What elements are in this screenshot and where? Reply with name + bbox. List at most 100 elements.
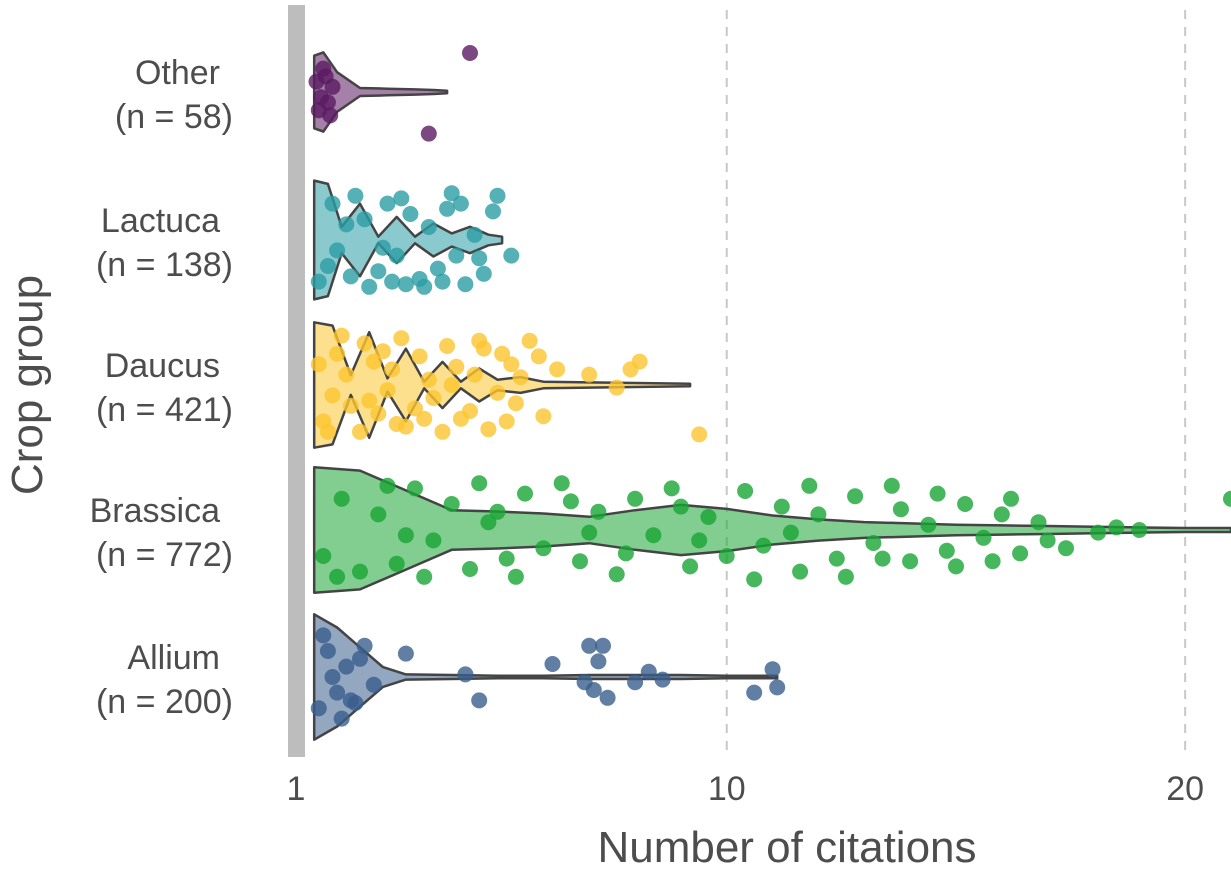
point-lactuca-28 — [338, 216, 355, 233]
point-daucus-45 — [443, 377, 460, 393]
point-lactuca-25 — [416, 278, 433, 295]
point-brassica-12 — [535, 540, 552, 557]
point-allium-8 — [333, 710, 350, 727]
point-brassica-57 — [948, 558, 964, 575]
x-tick-label-20: 20 — [1166, 770, 1204, 808]
point-brassica-55 — [837, 568, 854, 585]
point-brassica-10 — [498, 550, 515, 567]
point-daucus-2 — [342, 397, 359, 414]
point-brassica-28 — [828, 550, 845, 567]
point-brassica-62 — [581, 524, 598, 541]
point-brassica-48 — [471, 475, 488, 492]
point-lactuca-2 — [329, 242, 346, 259]
point-daucus-30 — [503, 356, 520, 373]
point-lactuca-24 — [393, 190, 410, 207]
point-daucus-38 — [310, 356, 327, 373]
point-allium-14 — [471, 692, 488, 709]
point-daucus-24 — [420, 371, 437, 388]
point-brassica-53 — [746, 571, 763, 588]
point-brassica-40 — [1058, 540, 1074, 557]
point-lactuca-22 — [361, 278, 378, 295]
point-lactuca-11 — [429, 260, 446, 277]
point-brassica-9 — [480, 514, 497, 531]
point-allium-11 — [342, 692, 359, 709]
category-label-allium: Allium — [127, 639, 220, 677]
point-brassica-38 — [1012, 545, 1029, 562]
point-brassica-61 — [489, 503, 506, 520]
point-daucus-43 — [388, 416, 405, 432]
point-allium-25 — [769, 679, 786, 696]
point-lactuca-6 — [379, 195, 396, 212]
category-label-other: Other — [135, 54, 220, 92]
point-brassica-56 — [892, 501, 909, 518]
violin-lactuca — [312, 179, 504, 301]
point-allium-5 — [356, 637, 373, 654]
category-label-daucus: Daucus — [105, 347, 220, 385]
point-other-6 — [322, 107, 339, 124]
point-lactuca-10 — [420, 219, 437, 235]
point-other-2 — [313, 89, 329, 106]
point-brassica-49 — [507, 568, 524, 585]
point-allium-15 — [544, 656, 561, 672]
point-lactuca-5 — [370, 263, 387, 280]
point-daucus-29 — [489, 384, 506, 401]
y-axis-bar — [288, 5, 305, 757]
point-brassica-42 — [1108, 519, 1125, 536]
point-brassica-45 — [329, 568, 346, 585]
point-brassica-14 — [572, 553, 588, 570]
point-brassica-29 — [847, 488, 864, 505]
point-allium-10 — [324, 669, 341, 685]
point-daucus-14 — [507, 395, 524, 412]
point-allium-19 — [595, 637, 611, 654]
y-axis-title: Crop group — [3, 275, 52, 495]
category-label-lactuca: Lactuca — [101, 202, 220, 240]
point-other-5 — [315, 60, 332, 77]
point-brassica-36 — [975, 529, 992, 546]
point-allium-18 — [590, 653, 607, 670]
point-daucus-12 — [480, 421, 497, 438]
point-daucus-25 — [434, 423, 451, 440]
point-brassica-58 — [1003, 490, 1019, 507]
point-brassica-65 — [874, 550, 891, 567]
point-lactuca-18 — [489, 187, 506, 204]
point-lactuca-17 — [485, 203, 501, 220]
point-brassica-25 — [773, 498, 790, 515]
point-lactuca-13 — [448, 247, 465, 264]
point-lactuca-7 — [388, 247, 405, 264]
point-daucus-39 — [319, 423, 336, 440]
category-count-other: (n = 58) — [115, 98, 233, 136]
point-brassica-11 — [517, 485, 533, 502]
point-brassica-43 — [1131, 522, 1148, 538]
point-daucus-42 — [374, 343, 391, 360]
point-brassica-3 — [370, 506, 387, 523]
point-daucus-1 — [329, 345, 346, 362]
point-brassica-16 — [608, 566, 625, 583]
point-brassica-66 — [929, 485, 946, 502]
point-daucus-17 — [324, 387, 341, 404]
point-daucus-8 — [425, 390, 442, 406]
point-daucus-31 — [530, 348, 547, 365]
point-lactuca-31 — [384, 273, 401, 290]
point-daucus-27 — [462, 403, 478, 419]
point-brassica-23 — [737, 483, 754, 499]
point-daucus-22 — [393, 330, 410, 347]
point-brassica-54 — [801, 477, 818, 494]
point-other-3 — [324, 78, 341, 95]
point-other-7 — [308, 73, 325, 90]
point-daucus-16 — [535, 408, 552, 425]
point-brassica-32 — [902, 553, 919, 570]
point-daucus-13 — [494, 345, 511, 362]
point-brassica-17 — [627, 490, 644, 507]
category-label-brassica: Brassica — [90, 492, 220, 530]
category-count-brassica: (n = 772) — [96, 536, 233, 574]
point-brassica-2 — [352, 563, 368, 580]
point-brassica-51 — [617, 545, 634, 562]
point-daucus-18 — [338, 366, 355, 383]
point-brassica-39 — [1030, 514, 1047, 531]
point-allium-1 — [319, 643, 336, 659]
point-daucus-20 — [365, 353, 382, 370]
point-brassica-24 — [755, 537, 772, 554]
point-allium-2 — [329, 684, 346, 701]
point-brassica-6 — [425, 532, 442, 549]
